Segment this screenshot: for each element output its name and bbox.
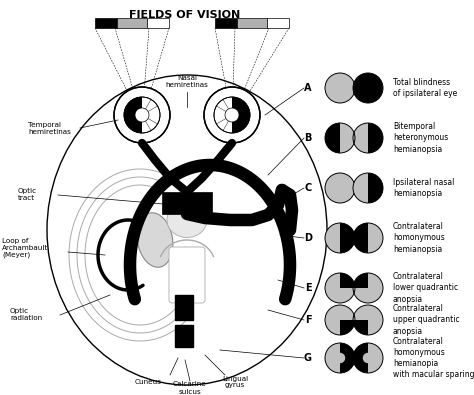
Text: Calcarine
sulcus: Calcarine sulcus	[173, 382, 207, 395]
Ellipse shape	[47, 75, 327, 385]
Ellipse shape	[167, 203, 207, 237]
Text: Bitemporal
heteronymous
hemianopsia: Bitemporal heteronymous hemianopsia	[393, 122, 448, 154]
Text: F: F	[305, 315, 311, 325]
Wedge shape	[353, 343, 368, 373]
Text: Contralateral
upper quadrantic
anopsia: Contralateral upper quadrantic anopsia	[393, 305, 460, 336]
Circle shape	[325, 343, 355, 373]
Text: Total blindness
of ipsilateral eye: Total blindness of ipsilateral eye	[393, 78, 457, 98]
Circle shape	[353, 73, 383, 103]
Wedge shape	[340, 320, 355, 335]
Bar	[215, 18, 237, 28]
Wedge shape	[325, 123, 340, 153]
Wedge shape	[353, 223, 368, 253]
Circle shape	[353, 305, 383, 335]
Bar	[237, 18, 267, 28]
Text: Optic
tract: Optic tract	[18, 188, 37, 201]
Text: Contralateral
lower quadrantic
anopsia: Contralateral lower quadrantic anopsia	[393, 273, 458, 304]
Circle shape	[325, 305, 355, 335]
Wedge shape	[353, 320, 368, 335]
Circle shape	[225, 108, 239, 122]
Circle shape	[135, 108, 149, 122]
Text: Nasal
hemiretinas: Nasal hemiretinas	[165, 75, 209, 88]
Text: D: D	[304, 233, 312, 243]
Bar	[267, 18, 289, 28]
Circle shape	[325, 273, 355, 303]
Circle shape	[204, 87, 260, 143]
Text: FIELDS OF VISION: FIELDS OF VISION	[129, 10, 241, 20]
Bar	[175, 325, 193, 347]
Bar	[95, 18, 117, 28]
Circle shape	[124, 97, 160, 133]
Text: Lingual
gyrus: Lingual gyrus	[222, 376, 248, 389]
Circle shape	[353, 173, 383, 203]
Bar	[117, 18, 147, 28]
Text: G: G	[304, 353, 312, 363]
Text: Contralateral
homonymous
hemianopia
with macular sparing: Contralateral homonymous hemianopia with…	[393, 337, 474, 379]
Circle shape	[353, 273, 383, 303]
Circle shape	[325, 223, 355, 253]
Wedge shape	[368, 123, 383, 153]
Wedge shape	[340, 223, 355, 253]
Circle shape	[114, 87, 170, 143]
Circle shape	[353, 123, 383, 153]
Text: A: A	[304, 83, 312, 93]
Circle shape	[363, 353, 373, 363]
Circle shape	[335, 353, 345, 363]
Circle shape	[325, 73, 355, 103]
Wedge shape	[340, 273, 355, 288]
Bar	[162, 192, 212, 214]
Text: B: B	[304, 133, 312, 143]
Wedge shape	[353, 273, 368, 288]
Bar	[175, 295, 193, 320]
Ellipse shape	[137, 213, 173, 267]
Text: Optic
radiation: Optic radiation	[10, 308, 42, 322]
Circle shape	[353, 223, 383, 253]
Circle shape	[325, 173, 355, 203]
Circle shape	[214, 97, 250, 133]
Text: Cuneus: Cuneus	[135, 379, 162, 385]
Text: E: E	[305, 283, 311, 293]
Wedge shape	[124, 97, 142, 133]
Wedge shape	[340, 343, 355, 373]
Wedge shape	[232, 97, 250, 133]
Text: Loop of
Archambault
(Meyer): Loop of Archambault (Meyer)	[2, 238, 48, 258]
FancyBboxPatch shape	[169, 247, 205, 303]
Text: Contralateral
homonymous
hemianopsia: Contralateral homonymous hemianopsia	[393, 222, 445, 254]
Wedge shape	[368, 173, 383, 203]
Text: Ipsilateral nasal
hemianopsia: Ipsilateral nasal hemianopsia	[393, 178, 455, 198]
Text: Temporal
hemiretinas: Temporal hemiretinas	[28, 122, 71, 135]
Bar	[147, 18, 169, 28]
Circle shape	[353, 343, 383, 373]
Text: C: C	[304, 183, 311, 193]
Circle shape	[325, 123, 355, 153]
